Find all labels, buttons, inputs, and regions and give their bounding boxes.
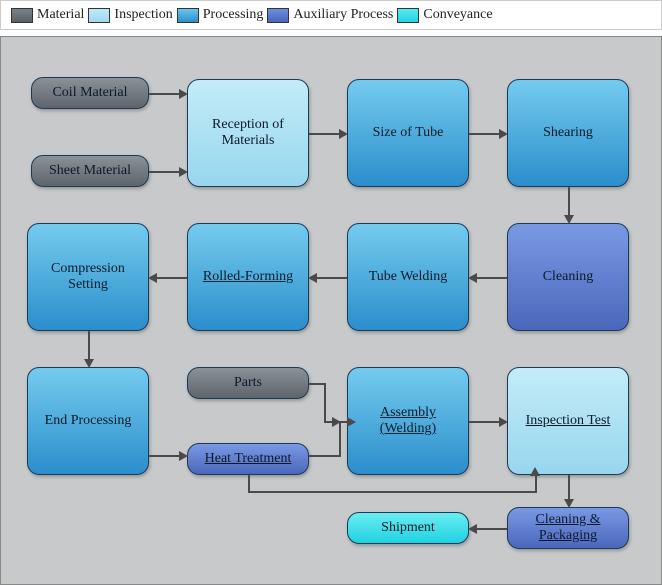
node-label: Assembly (Welding) [352, 405, 464, 437]
node-shearing: Shearing [507, 79, 629, 187]
node-cleanpack: Cleaning & Packaging [507, 507, 629, 549]
legend-item: Material [11, 7, 84, 23]
legend-swatch [88, 8, 110, 23]
node-label: Size of Tube [373, 125, 444, 141]
legend-swatch [397, 8, 419, 23]
legend-item: Processing [177, 7, 264, 23]
legend-swatch [11, 8, 33, 23]
node-rolled: Rolled-Forming [187, 223, 309, 331]
legend-label: Material [37, 7, 84, 23]
flowchart-canvas: Coil Material Sheet Material Reception of … [0, 36, 662, 585]
node-label: Parts [234, 375, 262, 391]
node-label: Shipment [381, 520, 435, 536]
node-compset: Compression Setting [27, 223, 149, 331]
node-endproc: End Processing [27, 367, 149, 475]
node-label: Rolled-Forming [203, 269, 293, 285]
legend-label: Processing [203, 7, 264, 23]
node-cleaning: Cleaning [507, 223, 629, 331]
node-label: Tube Welding [369, 269, 448, 285]
node-insptest: Inspection Test [507, 367, 629, 475]
node-parts: Parts [187, 367, 309, 399]
legend-swatch [267, 8, 289, 23]
legend-label: Inspection [114, 7, 172, 23]
node-heat: Heat Treatment [187, 443, 309, 475]
node-label: Heat Treatment [205, 451, 292, 467]
legend-swatch [177, 8, 199, 23]
node-sheet: Sheet Material [31, 155, 149, 187]
node-label: End Processing [45, 413, 132, 429]
node-label: Shearing [543, 125, 593, 141]
node-reception: Reception of Materials [187, 79, 309, 187]
node-label: Reception of Materials [192, 117, 304, 149]
node-label: Compression Setting [32, 261, 144, 293]
node-shipment: Shipment [347, 512, 469, 544]
node-assembly: Assembly (Welding) [347, 367, 469, 475]
node-label: Sheet Material [49, 163, 131, 179]
legend-label: Auxiliary Process [293, 7, 393, 23]
legend-item: Conveyance [397, 7, 492, 23]
node-sizetube: Size of Tube [347, 79, 469, 187]
node-label: Inspection Test [526, 413, 611, 429]
node-label: Cleaning & Packaging [512, 512, 624, 544]
legend: Material Inspection Processing Auxiliary Pr… [0, 0, 662, 30]
node-label: Cleaning [543, 269, 594, 285]
node-coil: Coil Material [31, 77, 149, 109]
node-label: Coil Material [52, 85, 127, 101]
legend-item: Auxiliary Process [267, 7, 393, 23]
legend-item: Inspection [88, 7, 172, 23]
legend-label: Conveyance [423, 7, 492, 23]
node-tubeweld: Tube Welding [347, 223, 469, 331]
